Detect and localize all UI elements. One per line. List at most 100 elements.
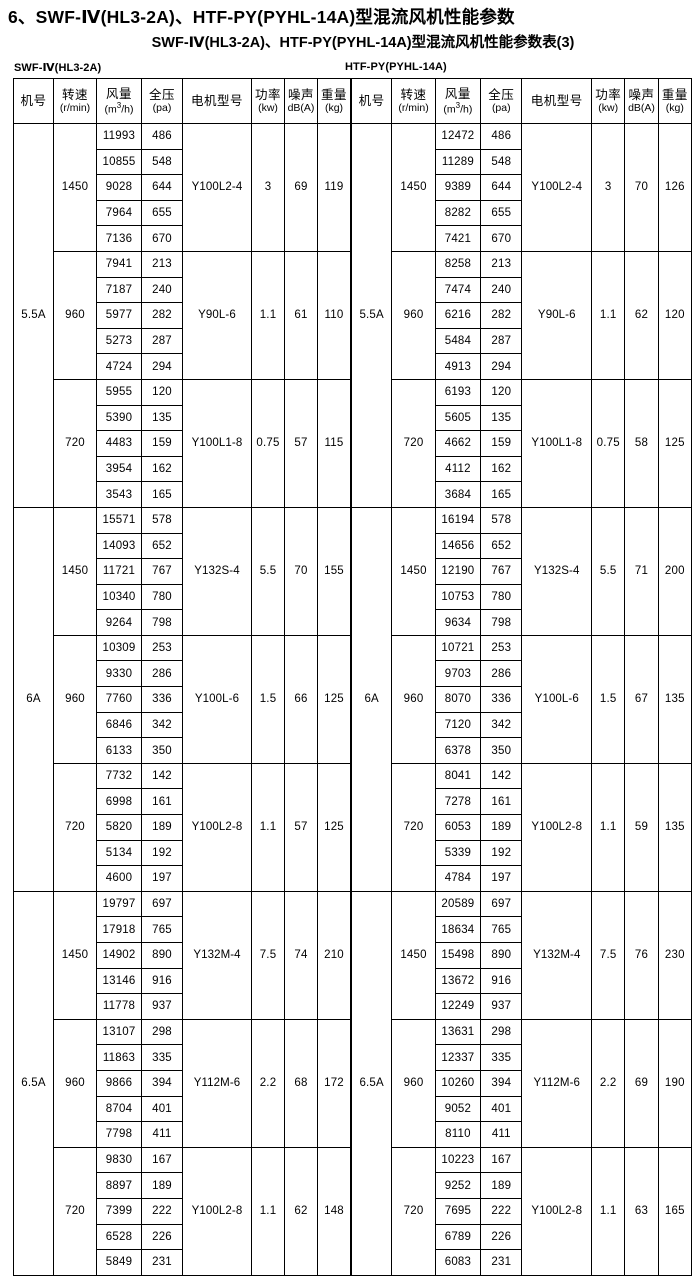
cell-pressure: 286 <box>480 660 523 688</box>
table-row: 4724 294 <box>14 353 351 380</box>
cell-power: 1.1 <box>591 1146 626 1276</box>
table-row: 960 13631 298 Y112M-6 2.2 69 190 <box>352 1018 693 1148</box>
cell-noise: 76 <box>624 890 659 1020</box>
cell-flow: 6998 <box>96 788 142 816</box>
cell-pressure: 213 <box>141 250 183 278</box>
cell-power: 0.75 <box>591 378 626 508</box>
cell-pressure: 159 <box>480 430 523 457</box>
cell-pressure: 192 <box>141 839 183 867</box>
cell-flow: 9330 <box>96 660 142 688</box>
cell-flow: 9264 <box>96 609 142 636</box>
cell-flow: 12337 <box>434 1044 482 1071</box>
cell-flow: 15498 <box>434 942 482 969</box>
cell-pressure: 798 <box>480 609 523 636</box>
column-header-noise: 噪声 dB(A) <box>284 78 318 124</box>
cell-pressure: 240 <box>480 276 523 304</box>
column-header-speed: 转速 (r/min) <box>391 78 436 124</box>
cell-flow: 9830 <box>96 1146 142 1174</box>
cell-weight: 230 <box>657 890 693 1020</box>
table-row: 6846 342 <box>14 711 351 739</box>
cell-speed: 960 <box>53 250 97 380</box>
tables-container: 机号 转速 (r/min) 风量 (m3/h) 全压 (pa) 电机型号 功率 (kw) 噪声 dB(… <box>0 78 700 1276</box>
cell-flow: 7760 <box>96 686 142 713</box>
cell-model-no: 5.5A <box>13 123 54 508</box>
cell-pressure: 394 <box>141 1069 183 1097</box>
table-row: 5605 135 <box>352 404 692 432</box>
cell-flow: 5849 <box>96 1249 142 1276</box>
cell-flow: 6528 <box>96 1223 142 1251</box>
cell-pressure: 350 <box>480 737 523 764</box>
column-header-power: 功率 (kw) <box>591 78 626 124</box>
cell-flow: 9028 <box>96 174 142 201</box>
cell-power: 2.2 <box>591 1018 626 1148</box>
cell-flow: 10340 <box>96 583 142 611</box>
cell-weight: 148 <box>317 1146 351 1276</box>
cell-flow: 13146 <box>96 967 142 995</box>
cell-flow: 7474 <box>434 276 482 304</box>
column-header-noise: 噪声 dB(A) <box>624 78 659 124</box>
cell-flow: 7278 <box>434 788 482 816</box>
cell-pressure: 282 <box>480 302 523 329</box>
cell-pressure: 226 <box>480 1223 523 1251</box>
cell-flow: 7695 <box>434 1197 482 1225</box>
cell-pressure: 335 <box>480 1044 523 1071</box>
table-row: 5820 189 <box>14 814 351 841</box>
cell-motor-model: Y132M-4 <box>182 890 252 1020</box>
cell-motor-model: Y100L-6 <box>521 634 593 764</box>
col-header-pressure-main: 全压 <box>488 87 515 102</box>
series-label-row: SWF-Ⅳ(HL3-2A) HTF-PY(PYHL-14A) <box>0 52 700 78</box>
cell-flow: 6216 <box>434 302 482 329</box>
table-row: 5.5A 1450 11993 486 Y100L2-4 3 69 119 <box>13 123 351 508</box>
cell-weight: 119 <box>317 123 351 252</box>
cell-flow: 13672 <box>434 967 482 995</box>
cell-flow: 8282 <box>434 199 482 227</box>
cell-pressure: 411 <box>480 1121 523 1148</box>
cell-pressure: 189 <box>480 814 523 841</box>
cell-speed: 720 <box>53 762 97 892</box>
cell-flow: 8704 <box>96 1095 142 1123</box>
cell-pressure: 548 <box>480 148 523 176</box>
cell-flow: 9252 <box>434 1172 482 1199</box>
cell-flow: 4724 <box>96 353 142 380</box>
cell-flow: 14093 <box>96 532 142 560</box>
cell-pressure: 159 <box>141 430 183 457</box>
cell-flow: 10721 <box>434 634 482 662</box>
cell-pressure: 890 <box>141 942 183 969</box>
cell-pressure: 652 <box>480 532 523 560</box>
col-header-pressure-unit: (pa) <box>491 102 511 115</box>
table-row: 960 10721 253 Y100L-6 1.5 67 135 <box>352 634 693 764</box>
cell-power: 1.5 <box>251 634 285 764</box>
column-header-model-no: 机号 <box>13 78 54 124</box>
cell-flow: 11778 <box>96 993 142 1020</box>
cell-flow: 8258 <box>434 250 482 278</box>
cell-pressure: 161 <box>480 788 523 816</box>
cell-flow: 3684 <box>434 481 482 508</box>
cell-flow: 10753 <box>434 583 482 611</box>
fan-table-swf-wrapper: 机号 转速 (r/min) 风量 (m3/h) 全压 (pa) 电机型号 功率 (kw) 噪声 dB(… <box>13 78 351 1276</box>
cell-flow: 4112 <box>434 455 482 483</box>
col-header-flow-main: 风量 <box>444 86 471 101</box>
cell-pressure: 767 <box>141 558 183 585</box>
cell-pressure: 342 <box>141 711 183 739</box>
cell-pressure: 336 <box>141 686 183 713</box>
cell-weight: 135 <box>657 634 693 764</box>
cell-pressure: 486 <box>480 123 523 150</box>
table-row: 6133 350 <box>14 737 351 764</box>
cell-pressure: 336 <box>480 686 523 713</box>
cell-motor-model: Y100L1-8 <box>521 378 593 508</box>
cell-pressure: 298 <box>141 1018 183 1046</box>
cell-speed: 720 <box>391 1146 436 1276</box>
cell-flow: 10855 <box>96 148 142 176</box>
table-row: 14093 652 <box>14 532 351 560</box>
cell-pressure: 767 <box>480 558 523 585</box>
cell-pressure: 298 <box>480 1018 523 1046</box>
cell-speed: 960 <box>391 634 436 764</box>
table-row: 9330 286 <box>14 660 351 688</box>
col-header-motor-main: 电机型号 <box>530 93 583 108</box>
cell-flow: 5605 <box>434 404 482 432</box>
cell-pressure: 165 <box>480 481 523 508</box>
cell-flow: 6378 <box>434 737 482 764</box>
cell-pressure: 282 <box>141 302 183 329</box>
cell-weight: 125 <box>317 634 351 764</box>
cell-flow: 14902 <box>96 942 142 969</box>
